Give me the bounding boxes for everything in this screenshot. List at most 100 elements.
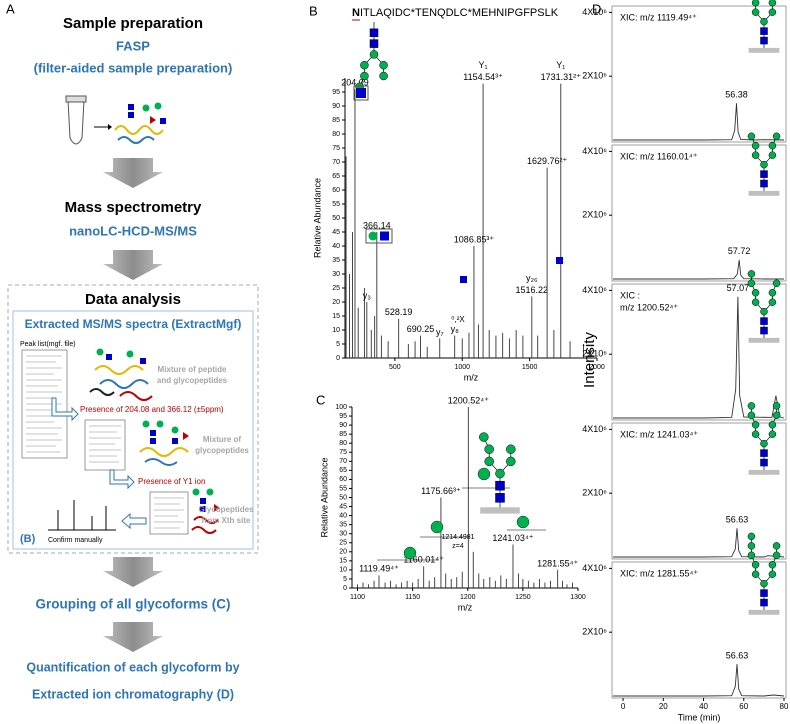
y-tick-label: 60 xyxy=(339,476,347,483)
result-label: from Xth site xyxy=(202,516,251,525)
y-tick-label: 4X10⁶ xyxy=(582,424,607,434)
y-tick-label: 2X10⁶ xyxy=(582,71,607,81)
y-axis-title: Intensity xyxy=(581,332,598,388)
filter-label: Presence of 204.08 and 366.12 (±5ppm) xyxy=(80,405,224,414)
x-tick-label: 2000 xyxy=(589,364,605,371)
mannose xyxy=(484,444,494,454)
mannose xyxy=(772,402,781,410)
xic-label: m/z 1200.52⁴⁺ xyxy=(620,302,678,312)
y-axis-title: Relative Abundance xyxy=(312,178,322,258)
x-tick-label: 1500 xyxy=(522,364,538,371)
mannose xyxy=(751,289,760,297)
confirm-chart-icon xyxy=(48,500,116,531)
glcnac xyxy=(760,589,768,597)
mannose xyxy=(768,8,777,16)
mannose xyxy=(430,520,444,534)
mannose xyxy=(379,60,388,70)
mannose xyxy=(751,0,760,7)
y-tick-label: 15 xyxy=(332,313,340,320)
flow-arrow xyxy=(103,158,163,188)
mannose xyxy=(747,532,756,541)
mannose xyxy=(360,71,369,81)
peak-label: 528.19 xyxy=(385,307,413,317)
mannose xyxy=(403,546,417,560)
y-tick-label: 30 xyxy=(332,271,340,278)
plot-frame xyxy=(611,561,787,699)
y-tick-label: 70 xyxy=(332,159,340,166)
mixture-label: and glycopeptides xyxy=(157,376,228,385)
y-tick-label: 85 xyxy=(339,431,347,438)
cross-ring-label: ⁰,²X xyxy=(451,315,465,324)
mannose xyxy=(747,542,756,550)
peptide-bar xyxy=(748,47,780,53)
x-tick-label: 40 xyxy=(699,702,708,711)
mannose xyxy=(751,430,760,438)
result-label: Glycopeptides xyxy=(198,505,254,514)
mannose xyxy=(768,561,777,569)
x-tick-label: 1250 xyxy=(515,594,531,601)
glcnac xyxy=(495,493,505,503)
y-tick-label: 5 xyxy=(343,576,347,583)
mannose xyxy=(760,160,768,169)
glcnac xyxy=(760,458,768,467)
mannose xyxy=(751,561,760,569)
mannose xyxy=(768,421,777,429)
y-tick-label: 65 xyxy=(332,173,340,180)
mannose xyxy=(751,298,760,306)
mannose xyxy=(772,551,781,560)
process-arrow xyxy=(51,397,79,422)
y-tick-label: 25 xyxy=(339,540,347,547)
mannose xyxy=(506,456,516,467)
mannose xyxy=(751,151,760,159)
y-tick-label: 90 xyxy=(339,422,347,429)
y-tick-label: 0 xyxy=(343,585,347,592)
plot-frame xyxy=(611,144,787,282)
xic-trace xyxy=(613,664,785,697)
y-tick-label: 90 xyxy=(332,103,340,110)
ion-label: y₂₆ xyxy=(526,273,538,283)
glycopeptide-mixture-icon xyxy=(139,420,189,466)
x-axis-title: Time (min) xyxy=(678,712,721,722)
mannose xyxy=(477,467,491,481)
glcnac xyxy=(760,27,768,35)
mannose xyxy=(479,432,489,442)
mixture-label: Mixture of xyxy=(203,435,242,444)
mannose xyxy=(768,289,777,297)
ion-label: y₈ xyxy=(451,324,460,334)
peak-label: 690.25 xyxy=(407,324,435,334)
y-tick-label: 55 xyxy=(339,485,347,492)
x-tick-label: 1300 xyxy=(570,594,586,601)
y-tick-label: 4X10⁶ xyxy=(582,146,607,156)
glcnac xyxy=(460,276,467,283)
mannose xyxy=(747,270,756,278)
glcnac xyxy=(380,231,389,241)
y-tick-label: 4X10⁶ xyxy=(582,285,607,295)
y-tick-label: 65 xyxy=(339,467,347,474)
panel-label: B xyxy=(309,3,318,18)
x-axis-title: m/z xyxy=(464,372,479,382)
xic-label: XIC : xyxy=(620,290,640,300)
mixture-label: glycopeptides xyxy=(195,446,249,455)
oxonium-box xyxy=(365,228,393,244)
plot-frame xyxy=(611,5,787,143)
mannose xyxy=(747,279,756,288)
mannose xyxy=(751,8,760,16)
y-tick-label: 25 xyxy=(332,285,340,292)
mannose xyxy=(772,132,781,141)
peak-label: 1160.01⁴⁺ xyxy=(403,555,444,565)
peptide-mixture-icon xyxy=(89,348,153,401)
peak-label: 57.07 xyxy=(727,283,750,293)
process-arrow xyxy=(109,469,135,490)
y-tick-label: 20 xyxy=(332,299,340,306)
ref-label: (B) xyxy=(20,533,36,545)
xic-label: XIC: m/z 1119.49⁴⁺ xyxy=(620,12,697,22)
plot-frame xyxy=(611,422,787,560)
peptide-bar xyxy=(748,609,780,615)
step-title: Mass spectrometry xyxy=(65,199,202,216)
y-tick-label: 10 xyxy=(332,327,340,334)
glcnac xyxy=(760,449,768,457)
mannose xyxy=(772,279,781,288)
mannose xyxy=(751,142,760,150)
mannose xyxy=(751,570,760,578)
y-tick-label: 2X10⁶ xyxy=(582,488,607,498)
